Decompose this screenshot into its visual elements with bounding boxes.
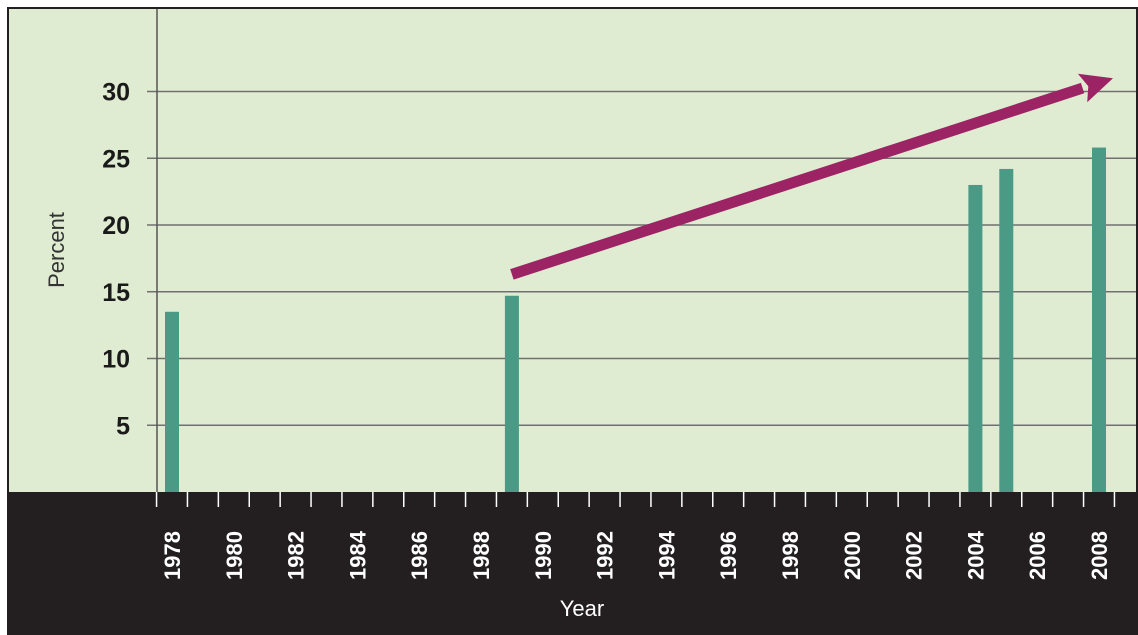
bar-1989 bbox=[504, 295, 519, 492]
x-tick-label: 1978 bbox=[160, 531, 185, 580]
y-tick-label: 25 bbox=[102, 145, 130, 173]
x-tick-label: 1982 bbox=[284, 531, 309, 580]
x-tick-label: 2006 bbox=[1025, 531, 1050, 580]
x-tick-label: 1998 bbox=[778, 531, 803, 580]
bar-1978 bbox=[165, 311, 179, 492]
trend-arrow-shaft bbox=[510, 82, 1085, 280]
x-tick-label: 1984 bbox=[345, 530, 370, 580]
y-axis-label: Percent bbox=[44, 212, 69, 288]
trend-arrow-head bbox=[1077, 73, 1113, 103]
bar-2004 bbox=[968, 184, 983, 492]
x-axis-label: Year bbox=[560, 596, 604, 621]
x-tick-label: 2002 bbox=[902, 531, 927, 580]
x-tick-label: 1990 bbox=[531, 531, 556, 580]
bar-2005 bbox=[999, 168, 1014, 492]
bars bbox=[165, 147, 1106, 492]
trend-arrow bbox=[510, 73, 1113, 280]
y-tick-label: 10 bbox=[102, 346, 130, 374]
bar-2008 bbox=[1092, 147, 1106, 492]
x-tick-label: 1980 bbox=[222, 531, 247, 580]
x-tick-label: 2000 bbox=[840, 531, 865, 580]
y-tick-label: 5 bbox=[116, 412, 130, 440]
y-tick-label: 15 bbox=[102, 279, 130, 307]
x-axis-band bbox=[8, 492, 1137, 635]
y-tick-label: 30 bbox=[102, 79, 130, 107]
x-tick-label: 2008 bbox=[1087, 531, 1112, 580]
y-tick-labels: 5 10 15 20 25 30 bbox=[102, 79, 130, 441]
y-tick-label: 20 bbox=[102, 212, 130, 240]
chart-border bbox=[7, 7, 1138, 635]
x-tick-label: 1986 bbox=[407, 531, 432, 580]
x-tick-label: 1992 bbox=[593, 531, 618, 580]
x-tick-label: 2004 bbox=[963, 530, 988, 580]
x-tick-label: 1988 bbox=[469, 531, 494, 580]
x-tick-label: 1996 bbox=[716, 531, 741, 580]
x-tick-labels: 1978 1980 1982 1984 1986 1988 1990 1992 1994 1996… bbox=[155, 492, 1116, 580]
x-tick-label: 1994 bbox=[654, 530, 679, 580]
